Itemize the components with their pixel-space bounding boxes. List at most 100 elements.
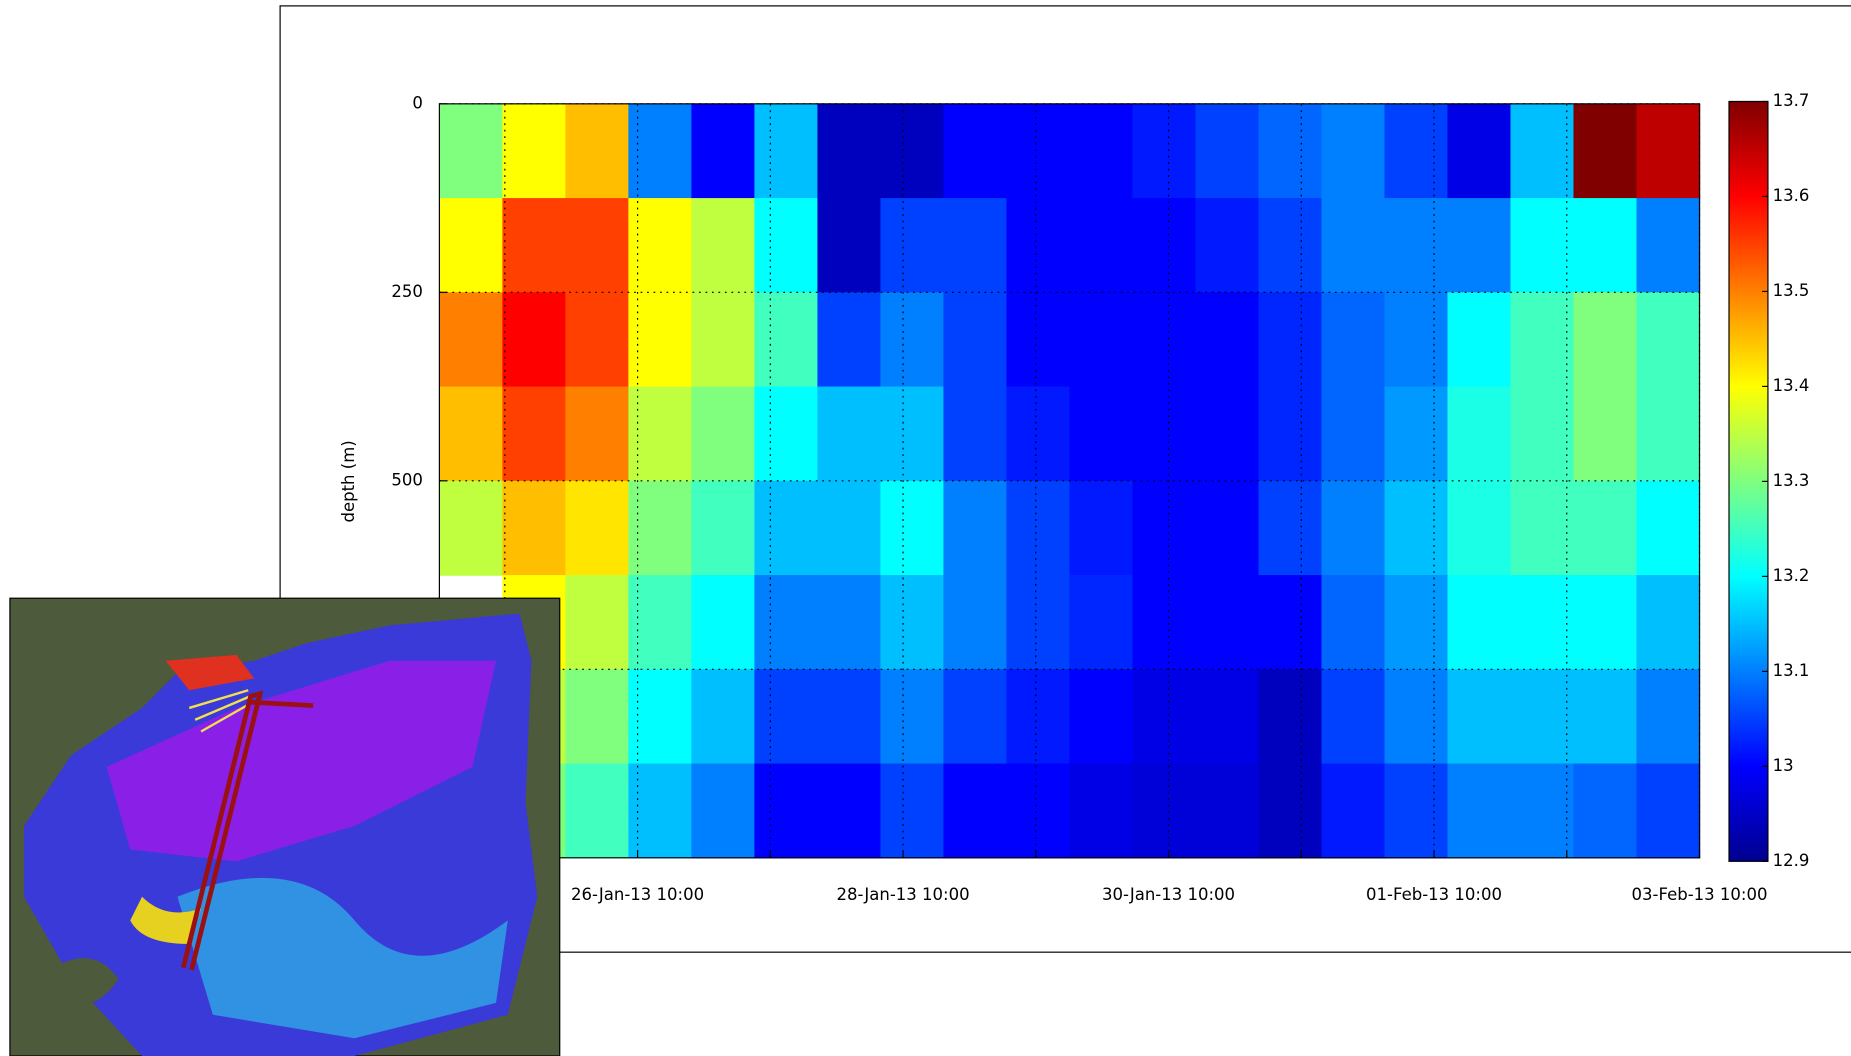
heatmap-cell (880, 763, 945, 859)
heatmap-cell (1069, 669, 1134, 765)
heatmap-cell (439, 386, 504, 482)
heatmap-cell (880, 575, 945, 670)
heatmap-cell (691, 669, 756, 765)
heatmap-cell (943, 480, 1008, 576)
heatmap-cell (943, 198, 1008, 294)
heatmap-cell (1510, 575, 1575, 670)
heatmap-cell (1384, 386, 1449, 482)
heatmap-cell (502, 292, 567, 388)
heatmap-cell (880, 480, 945, 576)
heatmap-cell (1006, 292, 1071, 388)
heatmap-cell (565, 575, 630, 670)
colorbar-tick-label: 12.9 (1773, 851, 1810, 870)
heatmap-cell (1510, 386, 1575, 482)
heatmap-cell (1069, 292, 1134, 388)
colorbar-tick-label: 13.1 (1773, 661, 1810, 680)
heatmap-cell (565, 763, 630, 859)
map-track (181, 690, 314, 971)
heatmap-cell (1006, 669, 1071, 765)
heatmap-cell (1258, 575, 1323, 670)
heatmap-cell (880, 103, 945, 199)
y-tick-label: 250 (391, 282, 423, 301)
heatmap-cell (1195, 669, 1260, 765)
x-tick-label: 26-Jan-13 10:00 (571, 885, 704, 904)
heatmap-cell (1258, 386, 1323, 482)
heatmap-cell (439, 103, 504, 199)
heatmap-cell (1258, 198, 1323, 294)
heatmap-cell (1258, 103, 1323, 199)
heatmap-cell (1384, 669, 1449, 765)
heatmap-cell (1321, 198, 1386, 294)
heatmap-cell (754, 669, 819, 765)
heatmap-cell (439, 480, 504, 576)
heatmap-cell (1132, 386, 1197, 482)
heatmap-cell (943, 669, 1008, 765)
heatmap-cell (1510, 103, 1575, 199)
heatmap-cell (691, 103, 756, 199)
colorbar-tick-label: 13.2 (1773, 566, 1810, 585)
heatmap-cell (1195, 386, 1260, 482)
heatmap-cell (817, 386, 882, 482)
heatmap-cell (1447, 386, 1512, 482)
heatmap-cell (817, 103, 882, 199)
heatmap-cell (502, 480, 567, 576)
heatmap-cell (1636, 103, 1701, 199)
heatmap-cell (817, 198, 882, 294)
heatmap-cell (1384, 103, 1449, 199)
heatmap-cell (1195, 103, 1260, 199)
heatmap-cell (1069, 575, 1134, 670)
colorbar (1728, 100, 1769, 862)
heatmap-cell (754, 292, 819, 388)
y-tick-label: 0 (412, 93, 422, 112)
heatmap-cell (1321, 575, 1386, 670)
heatmap-cell (943, 292, 1008, 388)
heatmap-cell (1447, 669, 1512, 765)
heatmap-cell (502, 198, 567, 294)
heatmap-cell (943, 763, 1008, 859)
heatmap-cell (817, 669, 882, 765)
heatmap-cell (691, 292, 756, 388)
heatmap-cell (439, 198, 504, 294)
heatmap-cell (754, 198, 819, 294)
heatmap-cell (439, 292, 504, 388)
colorbar-tick-label: 13.7 (1773, 91, 1810, 110)
heatmap-cell (1510, 480, 1575, 576)
heatmap-cell (1636, 575, 1701, 670)
heatmap-cell (880, 669, 945, 765)
x-tick-label: 28-Jan-13 10:00 (837, 885, 970, 904)
heatmap-cell (628, 669, 693, 765)
heatmap-cell (1447, 103, 1512, 199)
heatmap-cell (502, 386, 567, 482)
heatmap-cell (1321, 292, 1386, 388)
colorbar-tick-label: 13 (1773, 756, 1794, 775)
heatmap-cell (1636, 763, 1701, 859)
heatmap-cell (691, 575, 756, 670)
heatmap-cell (943, 103, 1008, 199)
heatmap-cell (628, 386, 693, 482)
heatmap-cell (565, 386, 630, 482)
heatmap-cell (691, 198, 756, 294)
heatmap-cell (628, 575, 693, 670)
heatmap-cell (1447, 292, 1512, 388)
heatmap-cell (1321, 480, 1386, 576)
heatmap-cell (1510, 198, 1575, 294)
heatmap-cell (691, 480, 756, 576)
heatmap-cell (1573, 103, 1638, 199)
heatmap-cell (565, 480, 630, 576)
heatmap-cell (754, 386, 819, 482)
heatmap-cell (817, 763, 882, 859)
x-tick-label: 03-Feb-13 10:00 (1632, 885, 1768, 904)
heatmap-cell (1069, 386, 1134, 482)
heatmap-cell (1384, 763, 1449, 859)
heatmap-cell (691, 763, 756, 859)
heatmap-cell (628, 763, 693, 859)
heatmap-cell (1258, 669, 1323, 765)
heatmap-cell (1384, 198, 1449, 294)
heatmap-cell (880, 292, 945, 388)
map-rays (188, 689, 254, 733)
heatmap-cell (754, 575, 819, 670)
heatmap-cell (1069, 198, 1134, 294)
heatmap-cell (1573, 480, 1638, 576)
heatmap-cell (1321, 103, 1386, 199)
